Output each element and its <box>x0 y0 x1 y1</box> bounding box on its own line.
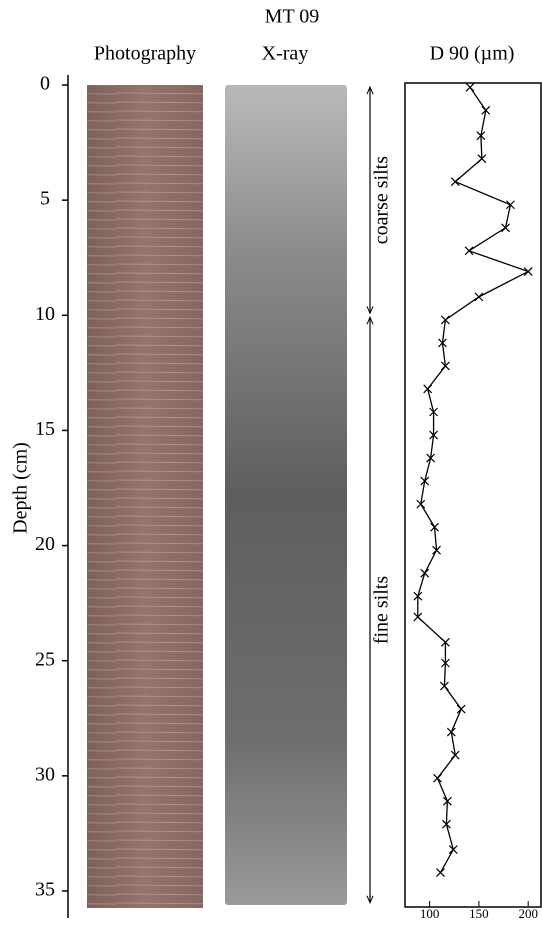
d90-marker <box>442 796 452 806</box>
x-tick-label: 100 <box>420 906 440 921</box>
y-tick-label: 10 <box>35 303 55 325</box>
zone-arrow <box>366 85 374 95</box>
d90-marker <box>506 200 515 210</box>
d90-marker <box>440 315 450 325</box>
x-tick-label: 150 <box>469 906 489 921</box>
x-axis-title: D 90 (µm) <box>430 43 515 65</box>
d90-marker <box>474 292 484 302</box>
d90-marker <box>477 154 487 164</box>
d90-marker <box>450 177 460 187</box>
d90-marker <box>423 384 433 394</box>
y-tick-label: 30 <box>35 763 55 785</box>
d90-marker <box>440 361 450 371</box>
d90-marker <box>523 267 533 276</box>
d90-marker <box>436 868 445 877</box>
y-tick-label: 20 <box>35 533 55 555</box>
d90-marker <box>441 819 451 829</box>
d90-marker <box>433 773 442 783</box>
d90-marker <box>440 637 450 647</box>
x-tick-label: 200 <box>518 906 538 921</box>
d90-marker <box>429 430 439 440</box>
d90-marker <box>464 246 474 256</box>
panel-label: Photography <box>94 43 196 65</box>
d90-marker <box>413 612 423 622</box>
d90-marker <box>413 591 423 601</box>
core-xray <box>225 85 347 905</box>
panel-label: X-ray <box>262 43 309 65</box>
chart-title: MT 09 <box>265 6 320 28</box>
d90-marker <box>456 704 466 714</box>
core-photograph-texture <box>87 85 203 908</box>
d90-marker <box>430 522 439 532</box>
d90-marker <box>501 223 510 233</box>
d90-marker <box>450 750 460 760</box>
zone-arrow <box>366 306 374 315</box>
zone-label: coarse silts <box>371 156 393 245</box>
y-tick-label: 35 <box>35 879 55 901</box>
y-tick-label: 5 <box>40 188 50 210</box>
d90-marker <box>429 407 439 417</box>
d90-marker <box>465 82 475 92</box>
zone-arrow <box>366 316 374 325</box>
d90-marker <box>420 476 430 486</box>
y-axis-title: Depth (cm) <box>10 442 32 534</box>
y-tick-label: 25 <box>35 648 55 670</box>
y-tick-label: 15 <box>35 418 55 440</box>
d90-marker <box>446 727 456 737</box>
d90-marker <box>481 105 491 115</box>
y-tick-label: 0 <box>40 73 50 95</box>
d90-marker <box>440 658 450 668</box>
zone-label: fine silts <box>371 576 393 645</box>
d90-marker <box>476 131 486 141</box>
d90-marker <box>416 499 426 509</box>
d90-marker <box>438 338 447 348</box>
d90-marker <box>432 545 441 555</box>
d90-marker <box>448 845 458 854</box>
d90-marker <box>420 568 430 578</box>
d90-marker <box>426 453 436 463</box>
zone-arrow <box>366 895 374 905</box>
plot-frame <box>404 82 542 908</box>
d90-marker <box>439 681 449 691</box>
